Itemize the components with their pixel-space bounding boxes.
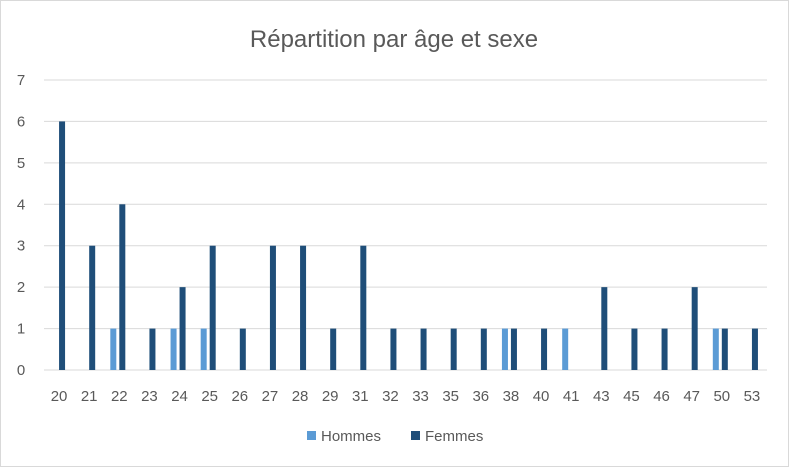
x-tick-label: 43: [593, 388, 610, 405]
x-tick-label: 31: [352, 388, 369, 405]
x-axis-ticks: 20 21 22 23 24 25 26 27 28 29 31 32 33 35 36 38 40 41 43 45…: [51, 388, 761, 405]
y-tick-label: 6: [17, 113, 25, 130]
legend-swatch-hommes: [307, 431, 316, 440]
bar-femmes-20: [59, 121, 66, 370]
x-tick-label: 46: [653, 388, 670, 405]
bar-hommes-22: [110, 328, 117, 370]
x-tick-label: 33: [412, 388, 429, 405]
bar-hommes-24: [170, 328, 177, 370]
bar-femmes-40: [541, 328, 548, 370]
x-tick-label: 28: [292, 388, 309, 405]
bar-femmes-28: [300, 245, 307, 370]
bar-femmes-27: [269, 245, 276, 370]
x-tick-label: 36: [472, 388, 489, 405]
bar-femmes-36: [480, 328, 487, 370]
legend-label-hommes: Hommes: [321, 428, 381, 445]
legend: Hommes Femmes: [307, 428, 483, 445]
y-tick-label: 3: [17, 238, 25, 255]
x-tick-label: 23: [141, 388, 158, 405]
bar-femmes-32: [390, 328, 397, 370]
y-tick-label: 7: [17, 72, 25, 89]
x-tick-label: 32: [382, 388, 399, 405]
x-tick-label: 29: [322, 388, 339, 405]
x-tick-label: 25: [201, 388, 218, 405]
x-tick-label: 45: [623, 388, 640, 405]
y-axis-ticks: 0 1 2 3 4 5 6 7: [17, 72, 25, 379]
x-tick-label: 21: [81, 388, 98, 405]
bar-femmes-46: [661, 328, 668, 370]
legend-label-femmes: Femmes: [425, 428, 483, 445]
bar-femmes-50: [721, 328, 728, 370]
bar-hommes-38: [501, 328, 508, 370]
x-tick-label: 20: [51, 388, 68, 405]
x-tick-label: 47: [683, 388, 700, 405]
x-tick-label: 53: [744, 388, 761, 405]
x-tick-label: 24: [171, 388, 188, 405]
x-tick-label: 35: [442, 388, 459, 405]
chart-title: Répartition par âge et sexe: [250, 26, 538, 53]
y-tick-label: 0: [17, 362, 25, 379]
x-tick-label: 41: [563, 388, 580, 405]
bar-femmes-24: [179, 287, 186, 370]
bar-femmes-47: [691, 287, 698, 370]
bar-femmes-35: [450, 328, 457, 370]
bar-femmes-31: [360, 245, 367, 370]
x-tick-label: 40: [533, 388, 550, 405]
legend-swatch-femmes: [411, 431, 420, 440]
gridlines: [44, 79, 767, 371]
bar-femmes-45: [631, 328, 638, 370]
bar-hommes-25: [200, 328, 207, 370]
y-tick-label: 5: [17, 155, 25, 172]
bar-femmes-43: [601, 287, 608, 370]
x-tick-label: 26: [231, 388, 248, 405]
bar-femmes-33: [420, 328, 427, 370]
x-tick-label: 50: [713, 388, 730, 405]
bar-femmes-25: [209, 245, 216, 370]
bar-femmes-23: [149, 328, 156, 370]
bar-femmes-22: [119, 204, 126, 370]
y-tick-label: 2: [17, 279, 25, 296]
bar-femmes-26: [239, 328, 246, 370]
bars: [59, 121, 758, 370]
bar-femmes-53: [751, 328, 758, 370]
x-tick-label: 27: [262, 388, 279, 405]
bar-hommes-50: [712, 328, 719, 370]
x-tick-label: 38: [503, 388, 520, 405]
bar-femmes-29: [330, 328, 337, 370]
bar-hommes-41: [562, 328, 569, 370]
y-tick-label: 4: [17, 196, 25, 213]
y-tick-label: 1: [17, 321, 25, 338]
bar-femmes-38: [510, 328, 517, 370]
x-tick-label: 22: [111, 388, 128, 405]
bar-femmes-21: [89, 245, 96, 370]
